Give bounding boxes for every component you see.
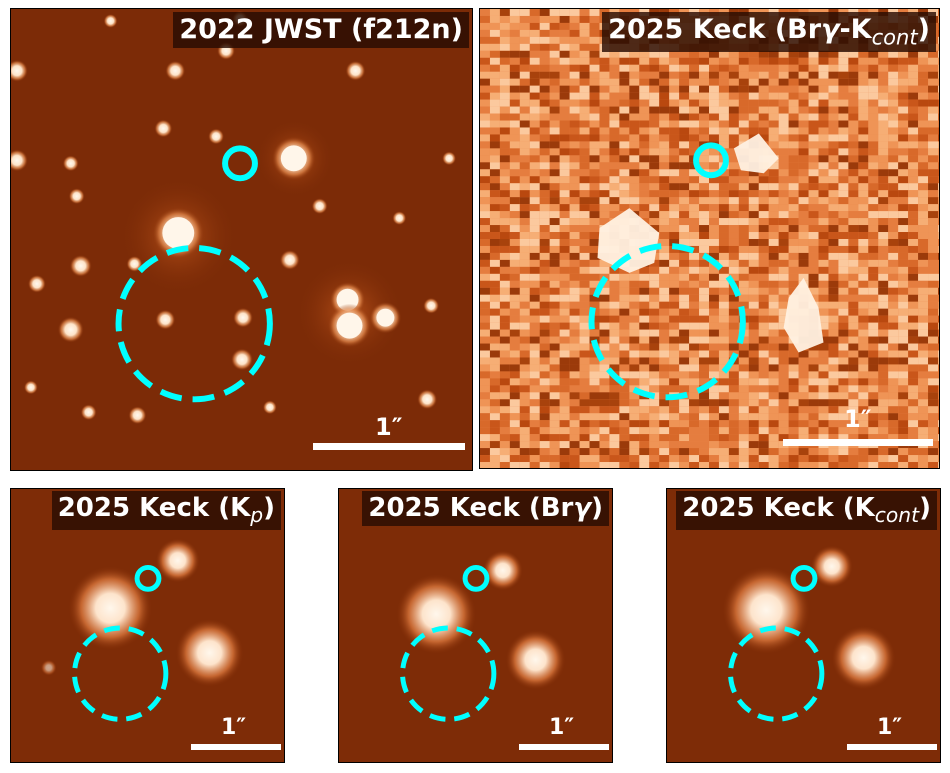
small-target-circle xyxy=(222,145,258,182)
panel-keck-kp-2025: 2025 Keck (Kp) 1″ xyxy=(10,488,285,763)
keck-kcont-image xyxy=(667,489,940,762)
dashed-search-circle xyxy=(588,242,746,401)
panel-title: 2025 Keck (Brγ) xyxy=(362,491,609,526)
panel-title: 2025 Keck (Brγ-Kcont) xyxy=(602,12,936,53)
panel-keck-brg-minus-kcont-2025: 2025 Keck (Brγ-Kcont) 1″ xyxy=(479,8,940,469)
panel-keck-brg-2025: 2025 Keck (Brγ) 1″ xyxy=(338,488,613,763)
scale-bar-label: 1″ xyxy=(221,715,247,740)
keck-brg-image xyxy=(339,489,612,762)
scale-bar-label: 1″ xyxy=(375,413,403,441)
panel-title: 2025 Keck (Kp) xyxy=(51,491,281,531)
panel-keck-kcont-2025: 2025 Keck (Kcont) 1″ xyxy=(666,488,941,763)
dashed-search-circle xyxy=(400,625,497,722)
scale-bar-label: 1″ xyxy=(877,715,903,740)
panel-jwst-2022: 2022 JWST (f212n) 1″ xyxy=(10,8,473,471)
keck-kp-image xyxy=(11,489,284,762)
jwst-image xyxy=(11,9,472,470)
small-target-circle xyxy=(790,564,818,592)
small-target-circle xyxy=(693,142,729,179)
scale-bar-label: 1″ xyxy=(844,405,872,433)
scale-bar-label: 1″ xyxy=(549,715,575,740)
small-target-circle xyxy=(134,564,162,592)
dashed-search-circle xyxy=(728,625,825,722)
dashed-search-circle xyxy=(72,625,169,722)
small-target-circle xyxy=(462,564,490,592)
dashed-search-circle xyxy=(115,244,273,403)
scale-bar xyxy=(847,744,937,750)
panel-title: 2022 JWST (f212n) xyxy=(173,12,469,48)
panel-title: 2025 Keck (Kcont) xyxy=(676,491,937,531)
scale-bar xyxy=(783,439,933,446)
keck-difference-image xyxy=(480,9,939,468)
scale-bar xyxy=(313,443,465,450)
scale-bar xyxy=(191,744,281,750)
scale-bar xyxy=(519,744,609,750)
